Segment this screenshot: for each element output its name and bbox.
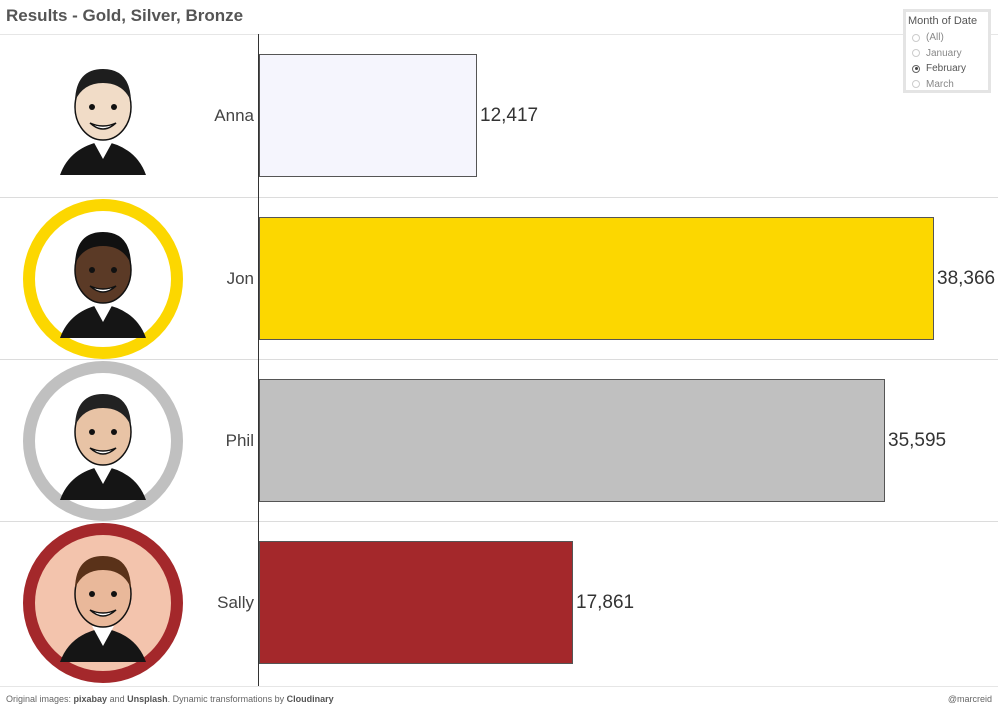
dashboard-title: Results - Gold, Silver, Bronze (6, 6, 244, 25)
avatar (22, 360, 184, 522)
row-divider (0, 521, 998, 522)
attribution-and: and (107, 694, 128, 704)
attribution-prefix: Original images: (6, 694, 74, 704)
chart-row: Sally (0, 522, 998, 684)
footer-divider (0, 686, 998, 687)
radio-icon (912, 33, 920, 42)
avatar (22, 198, 184, 360)
person-portrait-icon (23, 361, 183, 521)
author-credit: @marcreid (947, 694, 992, 704)
filter-option-label: February (926, 63, 967, 75)
radio-selected-icon (912, 64, 920, 73)
bar-mark[interactable] (259, 541, 573, 664)
image-attribution: Original images: pixabay and Unsplash. D… (6, 694, 334, 704)
category-label: Sally (217, 593, 254, 612)
person-portrait-icon (23, 199, 183, 359)
month-filter: Month of Date (All) January February Mar… (903, 9, 991, 93)
radio-icon (912, 80, 920, 89)
filter-option-all[interactable]: (All) (908, 30, 988, 46)
bar-value-label: 12,417 (480, 105, 539, 126)
category-label: Phil (225, 431, 254, 450)
filter-option-label: January (926, 47, 962, 59)
avatar (22, 35, 184, 197)
month-filter-title: Month of Date (908, 15, 978, 27)
chart-row: Anna (0, 35, 998, 197)
attribution-middle: . Dynamic transformations by (167, 694, 287, 704)
chart-row: Phil (0, 360, 998, 522)
filter-option-march[interactable]: March (908, 77, 988, 93)
filter-option-label: (All) (926, 32, 944, 44)
chart-row: Jon (0, 198, 998, 360)
source-link-unsplash[interactable]: Unsplash (127, 694, 168, 704)
source-link-cloudinary[interactable]: Cloudinary (286, 694, 334, 704)
y-axis-line (258, 34, 259, 686)
category-label: Anna (214, 106, 254, 125)
bar-value-label: 17,861 (576, 592, 635, 613)
source-link-pixabay[interactable]: pixabay (73, 694, 108, 704)
row-divider (0, 197, 998, 198)
bar-mark[interactable] (259, 379, 885, 502)
person-portrait-icon (60, 69, 146, 175)
bar-mark[interactable] (259, 217, 934, 340)
filter-option-february[interactable]: February (908, 61, 988, 77)
bar-value-label: 35,595 (888, 430, 947, 451)
person-portrait-icon (23, 523, 183, 683)
bar-mark[interactable] (259, 54, 477, 177)
row-divider (0, 359, 998, 360)
category-label: Jon (226, 269, 254, 288)
filter-option-january[interactable]: January (908, 46, 988, 62)
header-divider (0, 34, 998, 35)
radio-icon (912, 49, 920, 58)
bar-value-label: 38,366 (937, 268, 996, 289)
avatar (22, 522, 184, 684)
filter-option-label: March (926, 78, 954, 90)
